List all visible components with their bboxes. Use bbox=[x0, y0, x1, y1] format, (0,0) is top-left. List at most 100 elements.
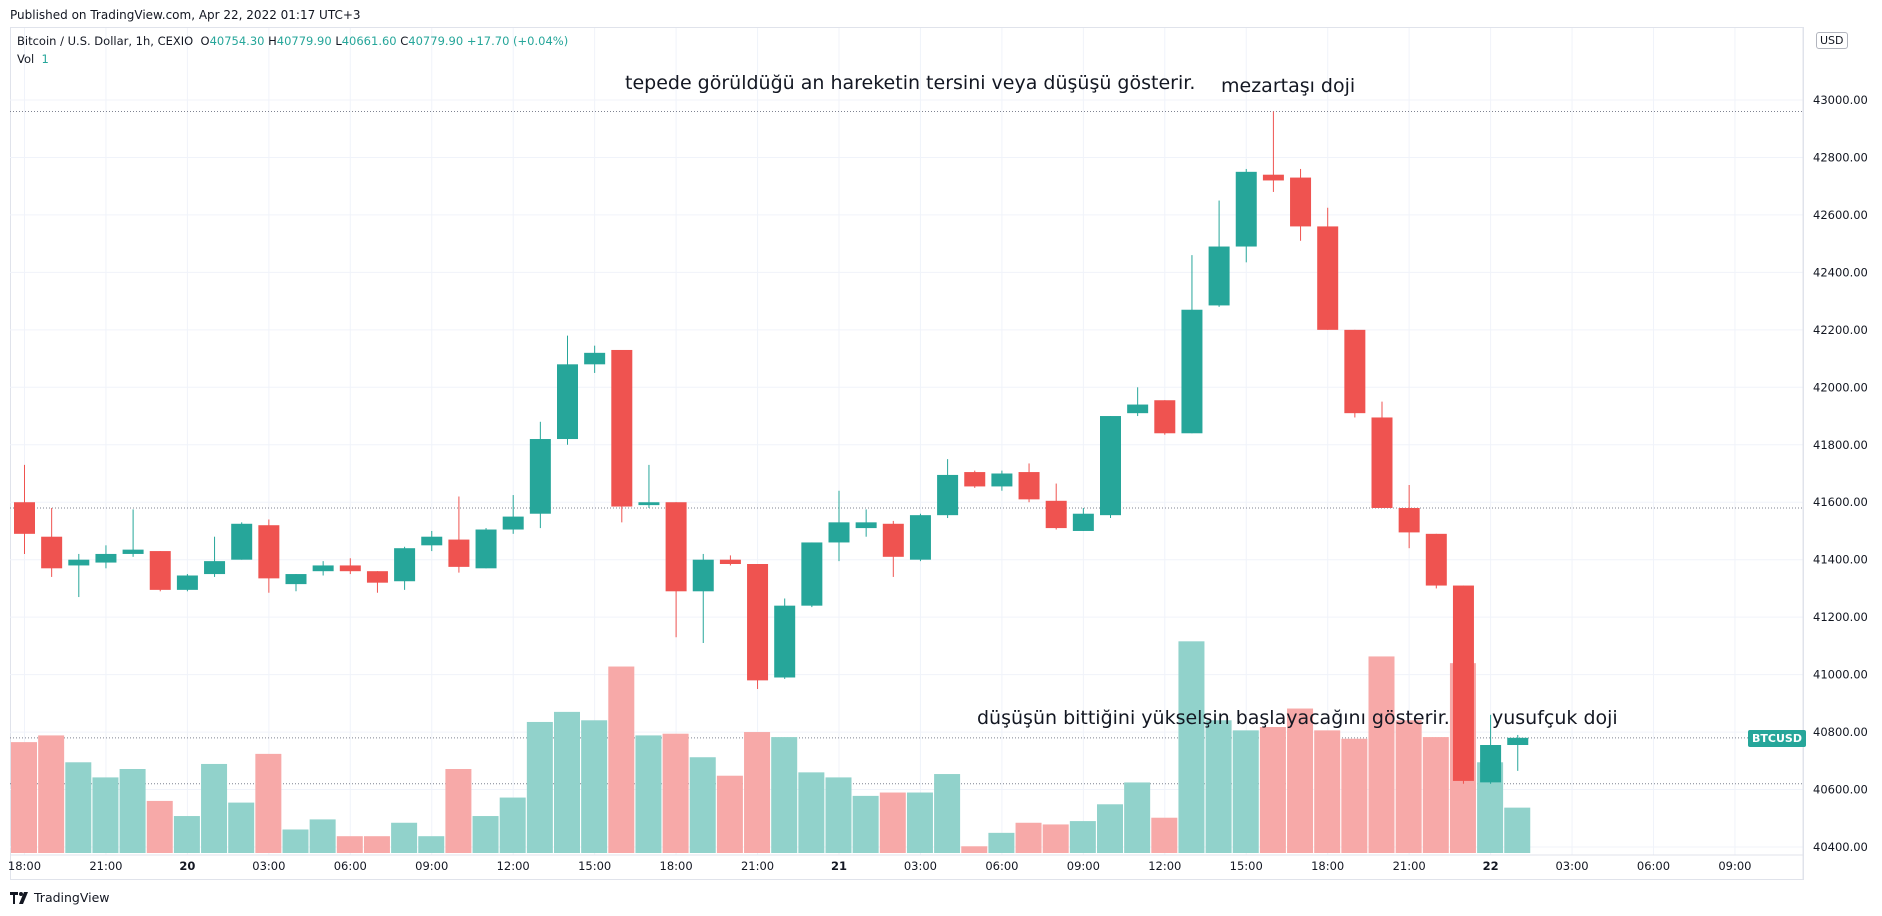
annotation-dragonfly-doji[interactable]: yusufçuk doji bbox=[1492, 707, 1618, 729]
candle-body bbox=[1100, 416, 1121, 516]
annotation-bottom-text[interactable]: düşüşün bittiğini yükselşin başlayacağın… bbox=[977, 707, 1450, 729]
currency-button[interactable]: USD bbox=[1816, 32, 1848, 49]
volume-bar bbox=[1314, 730, 1341, 853]
time-tick-label: 21 bbox=[831, 859, 847, 873]
candle-body bbox=[1452, 585, 1474, 781]
time-tick-label: 15:00 bbox=[1230, 859, 1263, 873]
symbol-legend[interactable]: Bitcoin / U.S. Dollar, 1h, CEXIO O40754.… bbox=[17, 34, 568, 48]
volume-bar bbox=[744, 732, 771, 853]
candle-body bbox=[68, 559, 90, 566]
candle-body bbox=[1072, 513, 1094, 531]
volume-bar bbox=[363, 836, 390, 853]
volume-bar bbox=[65, 762, 92, 853]
volume-bar bbox=[201, 763, 228, 853]
low-label: L bbox=[335, 34, 342, 48]
candle-body bbox=[1344, 329, 1366, 414]
candle-body bbox=[394, 548, 416, 582]
tradingview-icon bbox=[10, 891, 28, 904]
volume-bar bbox=[228, 802, 255, 853]
volume-bar bbox=[1205, 720, 1232, 853]
high-value: 40779.90 bbox=[276, 34, 332, 48]
price-tick-label: 41600.00 bbox=[1813, 495, 1868, 509]
symbol-name: Bitcoin / U.S. Dollar, 1h, CEXIO bbox=[17, 34, 194, 48]
volume-bar bbox=[1042, 824, 1069, 853]
volume-value: 1 bbox=[41, 52, 49, 66]
candle-body bbox=[882, 523, 904, 557]
volume-bar bbox=[472, 816, 499, 853]
candle-body bbox=[258, 525, 280, 579]
volume-bars bbox=[11, 641, 1531, 853]
time-tick-label: 21:00 bbox=[89, 859, 122, 873]
volume-legend[interactable]: Vol 1 bbox=[17, 52, 49, 66]
price-tick-label: 41800.00 bbox=[1813, 438, 1868, 452]
volume-label: Vol bbox=[17, 52, 35, 66]
candle-body bbox=[909, 515, 931, 560]
annotation-top-text[interactable]: tepede görüldüğü an hareketin tersini ve… bbox=[625, 72, 1196, 94]
candle-body bbox=[14, 502, 35, 534]
time-tick-label: 09:00 bbox=[1718, 859, 1751, 873]
price-tick-label: 42600.00 bbox=[1813, 208, 1868, 222]
candle-body bbox=[1154, 400, 1176, 434]
candle-body bbox=[421, 536, 443, 546]
candle-body bbox=[529, 439, 551, 514]
candle-body bbox=[557, 364, 578, 440]
time-tick-label: 15:00 bbox=[578, 859, 611, 873]
volume-bar bbox=[771, 737, 798, 853]
candle-body bbox=[312, 565, 334, 572]
price-tick-label: 42000.00 bbox=[1813, 380, 1868, 394]
price-tick-label: 41200.00 bbox=[1813, 610, 1868, 624]
candle-body bbox=[665, 502, 687, 592]
open-value: 40754.30 bbox=[209, 34, 265, 48]
candle-body bbox=[1045, 500, 1067, 529]
candle-body bbox=[1317, 226, 1339, 330]
volume-bar bbox=[1504, 807, 1531, 853]
price-tick-label: 40600.00 bbox=[1813, 783, 1868, 797]
price-tick-label: 42800.00 bbox=[1813, 150, 1868, 164]
candle-body bbox=[1208, 246, 1230, 306]
candle-body bbox=[964, 472, 986, 487]
candle-body bbox=[1262, 174, 1284, 181]
candle-body bbox=[1290, 177, 1312, 227]
volume-bar bbox=[282, 829, 309, 853]
volume-bar bbox=[391, 822, 418, 853]
candle-body bbox=[1398, 507, 1420, 533]
candle-body bbox=[584, 352, 606, 365]
volume-bar bbox=[1259, 727, 1286, 853]
candle-body bbox=[204, 561, 226, 575]
tradingview-logo[interactable]: TradingView bbox=[10, 890, 110, 905]
candle-body bbox=[502, 516, 524, 530]
candle-body bbox=[855, 522, 877, 529]
volume-bar bbox=[934, 774, 961, 853]
volume-bar bbox=[11, 742, 37, 853]
time-tick-label: 03:00 bbox=[904, 859, 937, 873]
time-tick-label: 18:00 bbox=[1311, 859, 1344, 873]
candle-body bbox=[176, 575, 198, 590]
volume-bar bbox=[961, 846, 988, 853]
time-tick-label: 21:00 bbox=[741, 859, 774, 873]
price-tick-label: 41400.00 bbox=[1813, 553, 1868, 567]
grid-lines bbox=[10, 28, 1803, 855]
volume-bar bbox=[1124, 782, 1151, 853]
candle-body bbox=[828, 522, 850, 543]
volume-bar bbox=[1395, 720, 1422, 853]
time-tick-label: 09:00 bbox=[1067, 859, 1100, 873]
open-label: O bbox=[200, 34, 210, 48]
volume-bar bbox=[499, 797, 526, 853]
brand-name: TradingView bbox=[34, 890, 110, 905]
volume-bar bbox=[716, 775, 743, 853]
time-axis: 18:00 21:00 20 03:00 06:00 09:00 12:00 15:00 18:… bbox=[8, 854, 1803, 873]
candle-body bbox=[41, 536, 63, 569]
price-tick-label: 43000.00 bbox=[1813, 93, 1868, 107]
volume-bar bbox=[119, 769, 146, 853]
time-tick-label: 03:00 bbox=[252, 859, 285, 873]
volume-bar bbox=[554, 711, 580, 853]
price-tick-label: 41000.00 bbox=[1813, 668, 1868, 682]
volume-bar bbox=[988, 832, 1015, 853]
time-tick-label: 12:00 bbox=[497, 859, 530, 873]
volume-bar bbox=[146, 800, 173, 853]
volume-bar bbox=[1368, 656, 1395, 853]
volume-bar bbox=[1178, 641, 1205, 853]
volume-bar bbox=[255, 753, 282, 853]
annotation-gravestone-doji[interactable]: mezartaşı doji bbox=[1221, 75, 1356, 97]
